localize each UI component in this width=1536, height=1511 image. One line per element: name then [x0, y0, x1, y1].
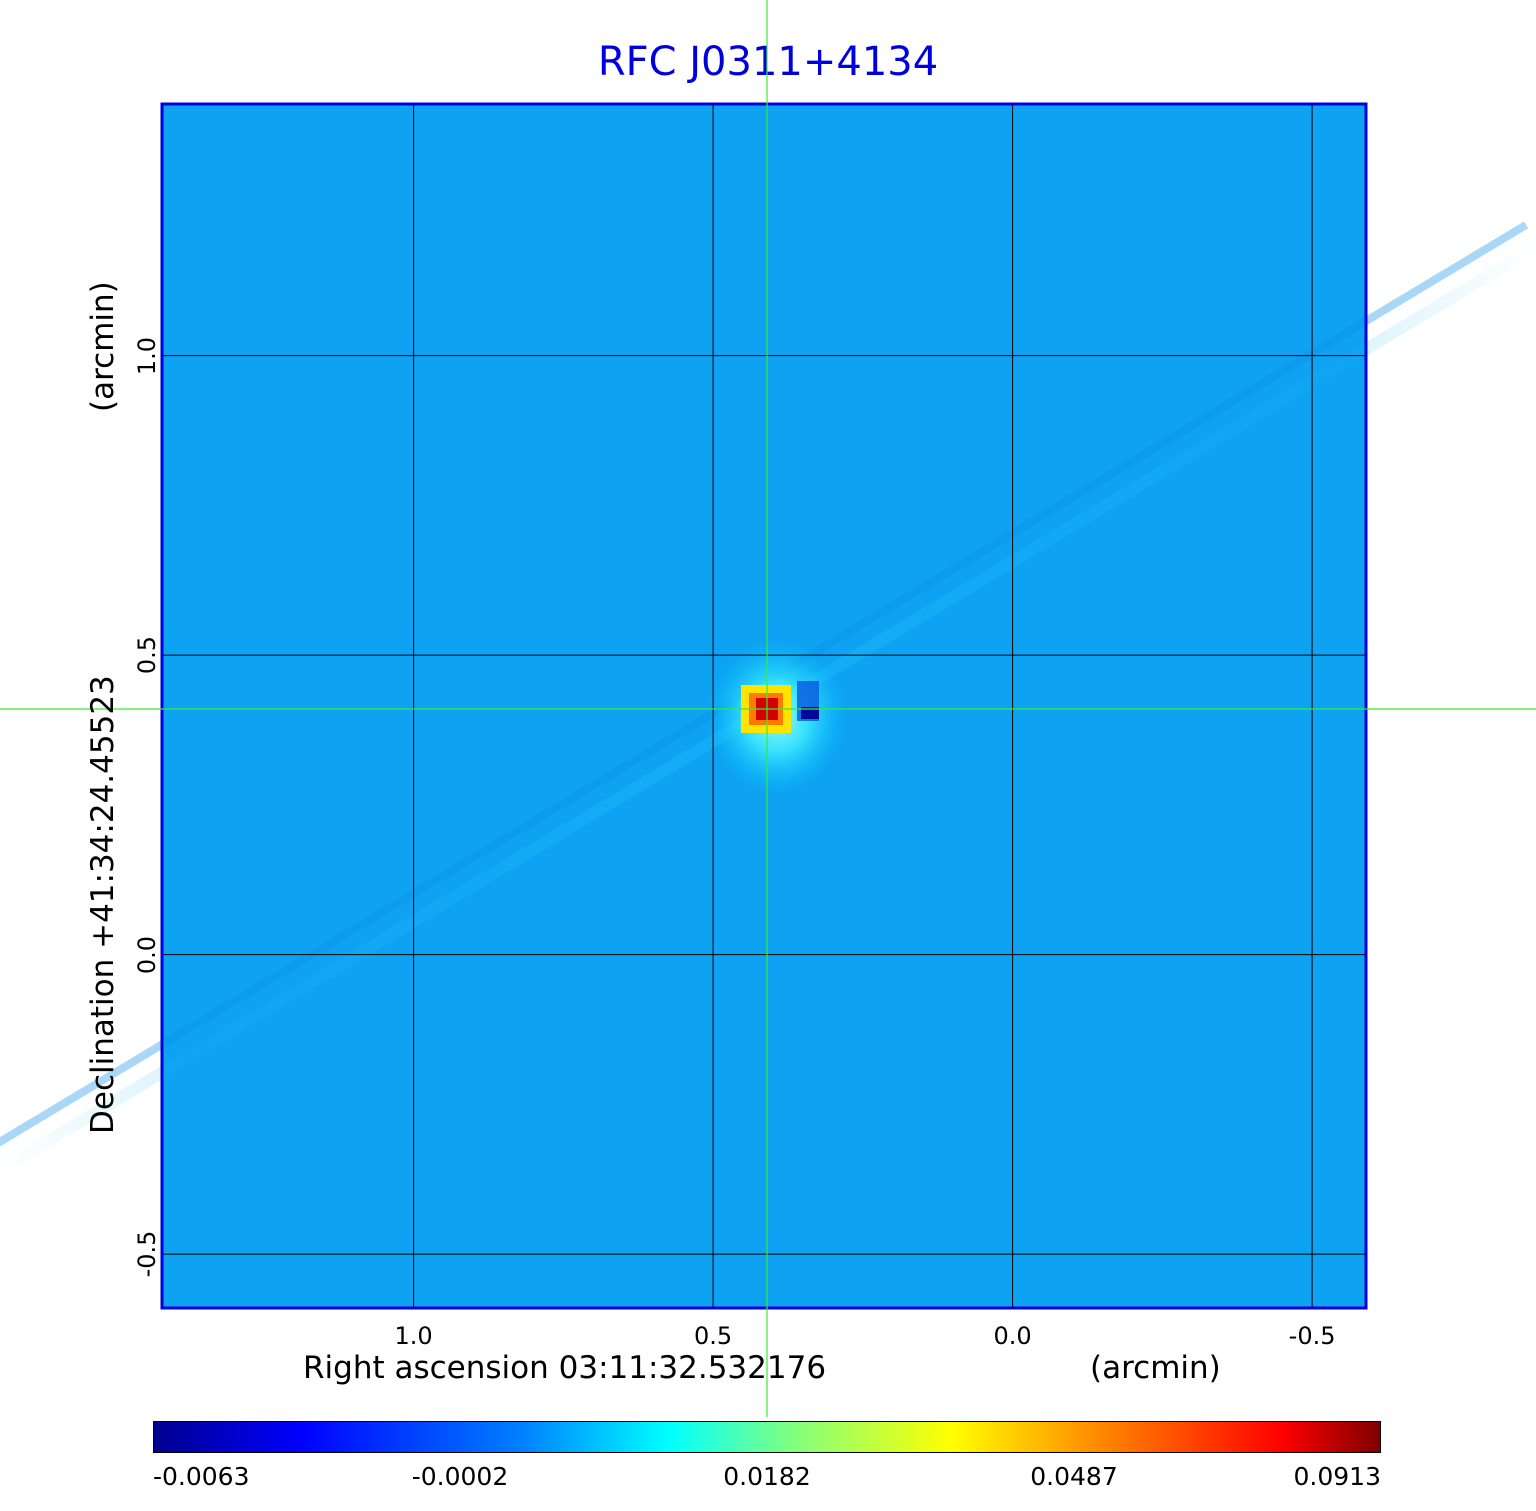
colorbar — [153, 1421, 1381, 1453]
y-tick-label: 0.0 — [133, 935, 161, 974]
x-tick-label: 0.0 — [993, 1322, 1032, 1350]
x-tick-label: 0.5 — [693, 1322, 733, 1350]
y-tick-label: 0.5 — [133, 635, 161, 675]
y-axis-unit: (arcmin) — [85, 281, 121, 412]
y-tick-label: 1.0 — [133, 336, 161, 375]
x-axis-label: Right ascension 03:11:32.532176 — [303, 1350, 827, 1386]
plot-frame — [160, 102, 1368, 1310]
colorbar-label: -0.0002 — [411, 1462, 509, 1491]
chart-title: RFC J0311+4134 — [597, 39, 939, 85]
crosshair — [0, 0, 1536, 1417]
frame-border — [160, 102, 1368, 1310]
colorbar-label: 0.0913 — [1293, 1462, 1381, 1491]
x-tick-label: 1.0 — [394, 1322, 433, 1350]
sky-image — [0, 104, 1536, 1308]
y-axis-label: Declination +41:34:24.45523 — [85, 675, 121, 1134]
colorbar-label: 0.0182 — [723, 1462, 811, 1491]
x-tick-label: -0.5 — [1288, 1322, 1336, 1350]
y-tick-label: -0.5 — [133, 1230, 161, 1278]
grid-lines — [162, 104, 1366, 1308]
colorbar-label: 0.0487 — [1030, 1462, 1118, 1491]
negative-lobe-core — [800, 706, 819, 719]
x-axis-unit: (arcmin) — [1090, 1350, 1221, 1386]
colorbar-label: -0.0063 — [153, 1462, 250, 1491]
